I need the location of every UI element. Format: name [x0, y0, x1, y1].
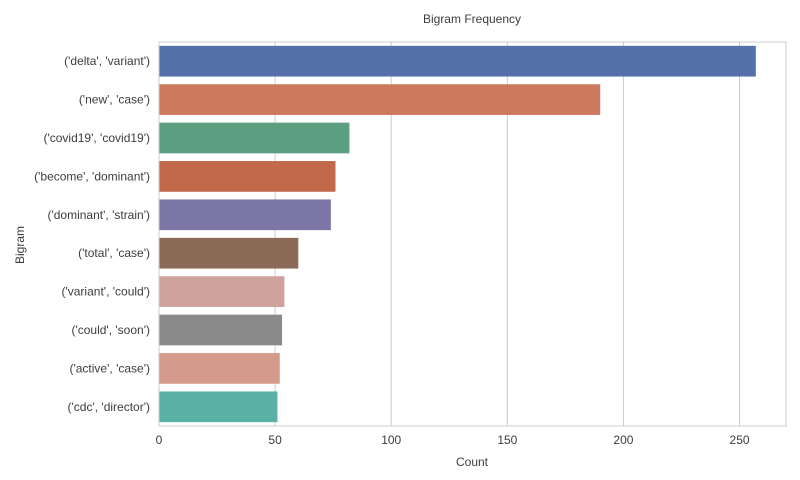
- y-tick-label: ('covid19', 'covid19'): [43, 131, 150, 145]
- bar: [159, 353, 280, 384]
- bar: [159, 276, 285, 307]
- x-tick-label: 0: [156, 433, 163, 447]
- y-axis-title: Bigram: [13, 226, 27, 264]
- bar: [159, 45, 756, 77]
- x-tick-label: 200: [613, 433, 633, 447]
- y-tick-label: ('new', 'case'): [79, 93, 150, 107]
- bar: [159, 391, 278, 423]
- x-axis-ticks: 0 50 100 150 200 250: [156, 433, 750, 447]
- chart-title: Bigram Frequency: [423, 12, 521, 26]
- y-tick-label: ('become', 'dominant'): [34, 169, 150, 183]
- plot-frame: [158, 41, 787, 427]
- y-tick-label: ('could', 'soon'): [71, 323, 150, 337]
- bar: [159, 161, 336, 192]
- bars: [159, 45, 756, 423]
- bar: [159, 122, 350, 154]
- x-tick-label: 150: [497, 433, 517, 447]
- y-tick-label: ('active', 'case'): [69, 361, 150, 375]
- y-tick-label: ('dominant', 'strain'): [47, 208, 150, 222]
- x-tick-label: 50: [268, 433, 282, 447]
- bar: [159, 237, 299, 269]
- y-tick-label: ('delta', 'variant'): [64, 54, 150, 68]
- x-axis-title: Count: [456, 455, 489, 469]
- bar: [159, 84, 601, 115]
- x-tick-label: 100: [381, 433, 401, 447]
- bar: [159, 199, 331, 231]
- x-tick-label: 250: [730, 433, 750, 447]
- y-tick-label: ('variant', 'could'): [61, 285, 150, 299]
- y-axis-labels: ('delta', 'variant') ('new', 'case') ('cov…: [34, 54, 150, 414]
- y-tick-label: ('total', 'case'): [78, 246, 150, 260]
- bar: [159, 314, 283, 346]
- y-tick-label: ('cdc', 'director'): [67, 400, 150, 414]
